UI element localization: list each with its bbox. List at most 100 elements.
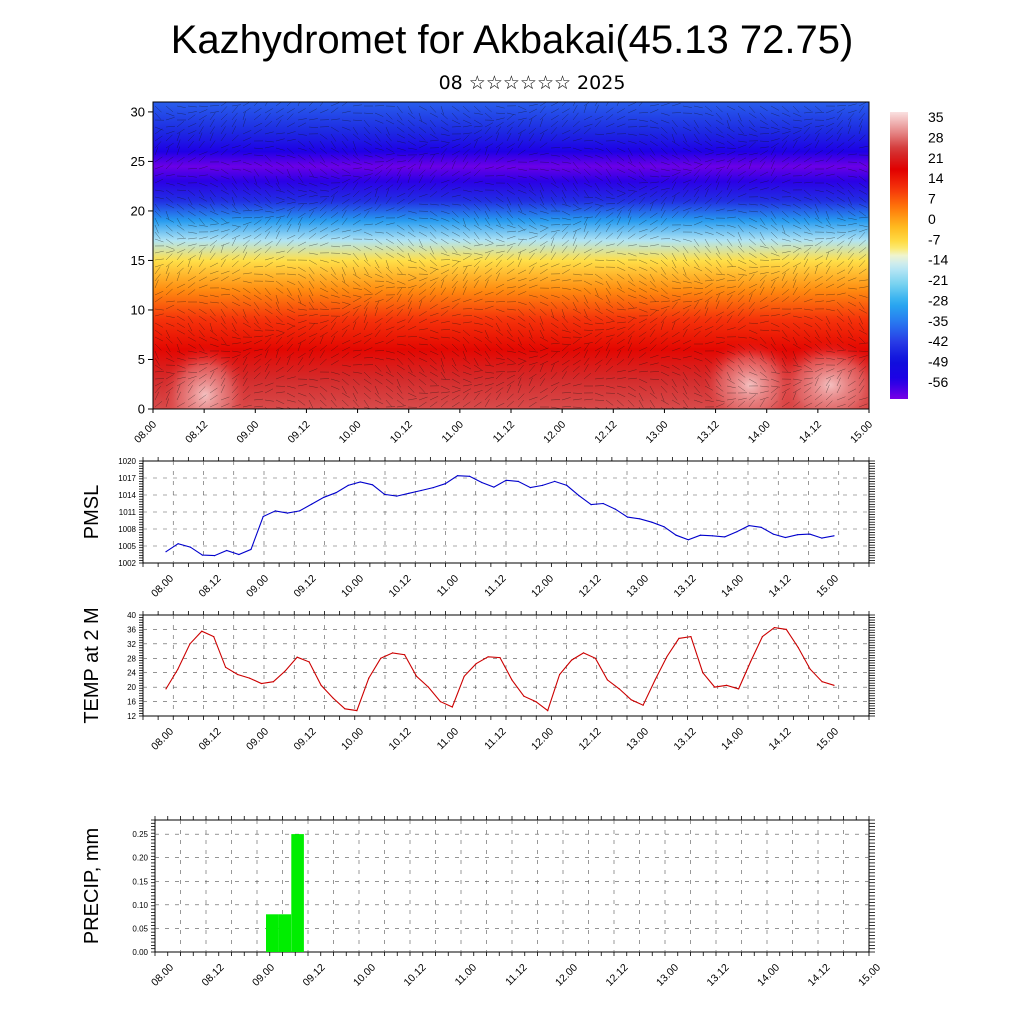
- temp-point: [499, 657, 501, 659]
- temp-point: [248, 677, 251, 679]
- pmsl-x-tick-label: 09.12: [292, 573, 319, 600]
- precip-x-tick-label: 08.00: [149, 962, 176, 989]
- temp-point: [237, 673, 239, 676]
- temp-x-tick-label: 10.12: [387, 726, 414, 753]
- heatmap-x-tick-label: 12.12: [592, 419, 619, 446]
- temp-panel: 12 16 20 24 28 32 36 40 TEMP at 2 M 08.00 08.12 09.…: [81, 607, 875, 753]
- precip-x-tick-label: 12.00: [553, 962, 580, 989]
- pmsl-point: [724, 536, 726, 538]
- colorbar-label: -21: [928, 272, 948, 288]
- pmsl-point: [760, 526, 762, 528]
- temp-point: [260, 682, 262, 685]
- colorbar-label: -14: [928, 252, 948, 268]
- precip-bar: [278, 914, 292, 952]
- pmsl-point: [809, 533, 811, 535]
- pmsl-y-tick-label: 1014: [118, 491, 136, 500]
- pmsl-point: [262, 515, 264, 518]
- heatmap-panel: 0 5 10 15 20 25 30 08.00 08.12 09.00 09.12 10.00 10.…: [131, 101, 948, 446]
- temp-point: [547, 710, 549, 712]
- pmsl-point: [250, 548, 252, 551]
- heatmap-x-tick-label: 11.12: [491, 419, 518, 446]
- precip-bar: [291, 834, 304, 952]
- temp-point: [344, 708, 346, 710]
- pmsl-point: [663, 526, 665, 528]
- precip-y-tick-label: 0.20: [132, 854, 148, 863]
- pmsl-point: [189, 546, 191, 548]
- pmsl-minor-ticks: [139, 457, 875, 567]
- temp-point: [654, 679, 656, 681]
- pmsl-series-line: [165, 475, 835, 557]
- pmsl-point: [687, 539, 689, 541]
- temp-point: [678, 637, 680, 640]
- pmsl-point: [165, 551, 167, 553]
- temp-point: [475, 663, 477, 665]
- temp-point: [666, 655, 668, 658]
- colorbar: [890, 112, 908, 399]
- temp-point: [308, 661, 310, 663]
- colorbar-label: -35: [928, 313, 948, 329]
- temp-point: [177, 668, 179, 670]
- pmsl-point: [420, 489, 422, 492]
- colorbar-label: 35: [928, 109, 944, 125]
- temp-point: [404, 654, 406, 656]
- precip-panel: 0.00 0.05 0.10 0.15 0.20 0.25 PRECIP, mm 08.00 0…: [81, 816, 883, 989]
- pmsl-point: [651, 521, 653, 523]
- pmsl-point: [821, 537, 823, 539]
- pmsl-point: [711, 535, 714, 537]
- pmsl-y-tick-label: 1008: [118, 525, 136, 534]
- precip-x-tick-label: 15.00: [856, 962, 883, 989]
- pmsl-point: [469, 475, 471, 477]
- pmsl-point: [590, 504, 592, 506]
- pmsl-point: [359, 481, 361, 483]
- warm-area: [775, 340, 869, 409]
- pmsl-x-tick-label: 08.00: [149, 573, 176, 600]
- precip-y-tick-label: 0.15: [132, 877, 148, 886]
- precip-bar: [266, 914, 279, 952]
- colorbar-label: -56: [928, 374, 948, 390]
- temp-point: [320, 684, 322, 686]
- pmsl-point: [699, 534, 702, 536]
- temp-point: [284, 670, 286, 672]
- precip-x-tick-label: 14.00: [755, 962, 782, 989]
- colorbar-label: 0: [928, 211, 936, 227]
- pmsl-point: [784, 536, 787, 539]
- temp-point: [272, 681, 274, 683]
- temp-point: [618, 688, 620, 690]
- pmsl-point: [493, 486, 495, 488]
- heatmap-x-tick-label: 13.00: [643, 419, 670, 446]
- temp-point: [535, 701, 537, 703]
- temp-point: [225, 666, 227, 668]
- temp-point: [749, 661, 752, 663]
- pmsl-point: [274, 510, 276, 512]
- heatmap-x-tick-label: 09.00: [234, 419, 261, 446]
- temp-y-tick-label: 40: [127, 611, 136, 620]
- temp-point: [606, 679, 609, 681]
- pmsl-grid: [143, 461, 869, 563]
- pmsl-point: [541, 484, 544, 486]
- temp-point: [201, 630, 203, 632]
- pmsl-point: [347, 484, 349, 486]
- precip-y-axis-label: PRECIP, mm: [81, 828, 103, 944]
- temp-point: [427, 686, 429, 688]
- colorbar-label: 7: [928, 191, 936, 207]
- pmsl-point: [444, 483, 446, 485]
- temp-y-tick-label: 36: [127, 625, 136, 634]
- precip-x-tick-label: 10.00: [351, 962, 378, 989]
- temp-y-tick-label: 12: [127, 712, 136, 721]
- pmsl-panel: 1002 1005 1008 1011 1014 1017 1020 PMSL 08.00 08.…: [81, 457, 875, 600]
- pmsl-x-tick-label: 08.12: [197, 573, 224, 600]
- temp-point: [809, 668, 811, 670]
- precip-y-tick-label: 0.10: [132, 901, 148, 910]
- temp-point: [833, 684, 835, 686]
- heatmap-x-tick-label: 10.12: [388, 419, 415, 446]
- precip-x-tick-label: 09.00: [250, 962, 277, 989]
- pmsl-point: [408, 492, 410, 494]
- colorbar-label: -7: [928, 231, 941, 247]
- heatmap-x-tick-label: 12.00: [541, 419, 568, 446]
- colorbar-label: -42: [928, 333, 948, 349]
- temp-point: [368, 677, 370, 679]
- heatmap-x-tick-label: 11.00: [439, 419, 466, 446]
- temp-point: [630, 699, 632, 701]
- pmsl-point: [833, 535, 835, 537]
